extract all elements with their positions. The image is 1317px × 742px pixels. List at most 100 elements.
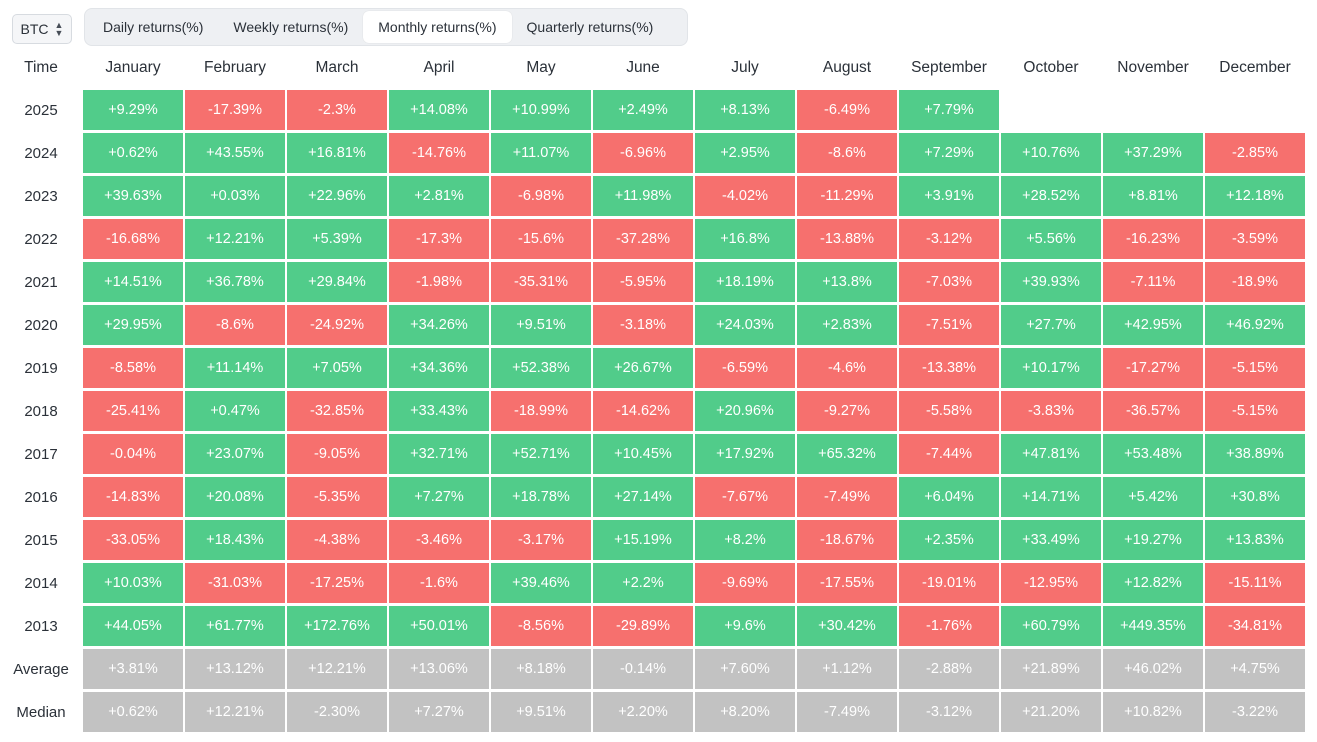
return-cell: -3.18%: [593, 305, 693, 345]
return-cell: +1.12%: [797, 649, 897, 689]
return-cell: +12.21%: [185, 692, 285, 732]
return-cell: +22.96%: [287, 176, 387, 216]
return-cell: +4.75%: [1205, 649, 1305, 689]
table-row: 2025 +9.29% -17.39% -2.3% +14.08% +10.99% +2.4…: [0, 89, 1306, 132]
return-cell: -7.44%: [899, 434, 999, 474]
summary-label: Median: [16, 704, 66, 721]
return-cell: +8.20%: [695, 692, 795, 732]
return-cell: +16.8%: [695, 219, 795, 259]
return-cell: -18.99%: [491, 391, 591, 431]
return-cell: +10.99%: [491, 90, 591, 130]
returns-tabs: Daily returns(%) Weekly returns(%) Month…: [84, 8, 688, 46]
return-cell: +38.89%: [1205, 434, 1305, 474]
year-label: 2015: [24, 532, 58, 549]
return-cell: -4.02%: [695, 176, 795, 216]
return-cell: +15.19%: [593, 520, 693, 560]
return-cell: -5.35%: [287, 477, 387, 517]
return-cell: +9.51%: [491, 692, 591, 732]
tab-monthly-returns[interactable]: Monthly returns(%): [363, 11, 512, 43]
header-month: April: [423, 58, 455, 76]
year-label: 2023: [24, 188, 58, 205]
return-cell: +2.35%: [899, 520, 999, 560]
summary-row: Median +0.62% +12.21% -2.30% +7.27% +9.51% +2.…: [0, 691, 1306, 734]
return-cell: +42.95%: [1103, 305, 1203, 345]
return-cell: -36.57%: [1103, 391, 1203, 431]
year-label: 2018: [24, 403, 58, 420]
header-month: October: [1023, 58, 1079, 76]
return-cell: +11.98%: [593, 176, 693, 216]
return-cell: +39.46%: [491, 563, 591, 603]
return-cell: +21.89%: [1001, 649, 1101, 689]
year-label: 2017: [24, 446, 58, 463]
return-cell: +7.60%: [695, 649, 795, 689]
tab-quarterly-returns[interactable]: Quarterly returns(%): [526, 19, 654, 35]
return-cell: +10.82%: [1103, 692, 1203, 732]
header-month: February: [203, 58, 267, 76]
year-label: 2022: [24, 231, 58, 248]
year-label: 2021: [24, 274, 58, 291]
return-cell: +36.78%: [185, 262, 285, 302]
return-cell: -5.58%: [899, 391, 999, 431]
return-cell: -14.76%: [389, 133, 489, 173]
return-cell: -1.76%: [899, 606, 999, 646]
return-cell: -25.41%: [83, 391, 183, 431]
return-cell: -4.6%: [797, 348, 897, 388]
return-cell: +2.49%: [593, 90, 693, 130]
return-cell: +12.21%: [185, 219, 285, 259]
return-cell: +5.56%: [1001, 219, 1101, 259]
return-cell: +9.51%: [491, 305, 591, 345]
header-month: May: [526, 58, 556, 76]
return-cell: +8.81%: [1103, 176, 1203, 216]
return-cell: +3.91%: [899, 176, 999, 216]
return-cell: +8.18%: [491, 649, 591, 689]
return-cell: +52.38%: [491, 348, 591, 388]
return-cell: +3.81%: [83, 649, 183, 689]
return-cell: +10.76%: [1001, 133, 1101, 173]
return-cell: +46.02%: [1103, 649, 1203, 689]
tab-daily-returns[interactable]: Daily returns(%): [103, 19, 204, 35]
return-cell: -7.49%: [797, 692, 897, 732]
return-cell: -7.49%: [797, 477, 897, 517]
return-cell: +0.47%: [185, 391, 285, 431]
header-month: January: [105, 58, 161, 76]
year-label: 2013: [24, 618, 58, 635]
returns-table: Time January February March April May June Jul…: [0, 46, 1306, 734]
return-cell: +449.35%: [1103, 606, 1203, 646]
return-cell: +39.93%: [1001, 262, 1101, 302]
year-label: 2025: [24, 102, 58, 119]
return-cell: +0.62%: [83, 692, 183, 732]
return-cell: -35.31%: [491, 262, 591, 302]
return-cell: -7.03%: [899, 262, 999, 302]
return-cell: -37.28%: [593, 219, 693, 259]
asset-select-value: BTC: [20, 20, 49, 37]
return-cell: +61.77%: [185, 606, 285, 646]
table-row: 2013 +44.05% +61.77% +172.76% +50.01% -8.56% -…: [0, 605, 1306, 648]
return-cell: +34.26%: [389, 305, 489, 345]
return-cell: -9.05%: [287, 434, 387, 474]
return-cell: -9.27%: [797, 391, 897, 431]
return-cell: +16.81%: [287, 133, 387, 173]
return-cell: +11.07%: [491, 133, 591, 173]
table-row: 2020 +29.95% -8.6% -24.92% +34.26% +9.51% -3.1…: [0, 304, 1306, 347]
return-cell: -0.04%: [83, 434, 183, 474]
return-cell: -0.14%: [593, 649, 693, 689]
table-row: 2024 +0.62% +43.55% +16.81% -14.76% +11.07% -6…: [0, 132, 1306, 175]
return-cell: +20.08%: [185, 477, 285, 517]
summary-label: Average: [13, 661, 69, 678]
return-cell: +28.52%: [1001, 176, 1101, 216]
return-cell: +29.95%: [83, 305, 183, 345]
return-cell: +21.20%: [1001, 692, 1101, 732]
year-label: 2016: [24, 489, 58, 506]
return-cell: -34.81%: [1205, 606, 1305, 646]
return-cell: +172.76%: [287, 606, 387, 646]
return-cell: -19.01%: [899, 563, 999, 603]
return-cell: +52.71%: [491, 434, 591, 474]
tab-weekly-returns[interactable]: Weekly returns(%): [233, 19, 349, 35]
return-cell: +29.84%: [287, 262, 387, 302]
return-cell: +13.8%: [797, 262, 897, 302]
return-cell: -17.39%: [185, 90, 285, 130]
return-cell: +33.43%: [389, 391, 489, 431]
return-cell: -7.51%: [899, 305, 999, 345]
return-cell: +9.6%: [695, 606, 795, 646]
asset-select[interactable]: BTC ▲ ▼: [12, 13, 72, 44]
